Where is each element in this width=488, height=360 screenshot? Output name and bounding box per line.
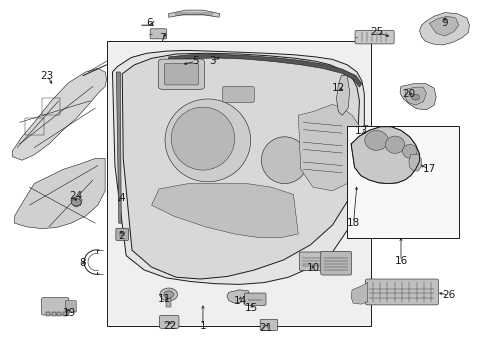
Ellipse shape	[171, 107, 234, 170]
Text: 24: 24	[69, 191, 82, 201]
Bar	[57, 312, 61, 316]
Polygon shape	[298, 104, 359, 191]
Text: 6: 6	[145, 18, 152, 28]
FancyBboxPatch shape	[150, 29, 166, 39]
Polygon shape	[122, 53, 359, 279]
FancyBboxPatch shape	[116, 228, 128, 240]
Bar	[52, 312, 56, 316]
Text: 12: 12	[331, 83, 345, 93]
Ellipse shape	[385, 136, 404, 153]
Circle shape	[411, 94, 419, 100]
Text: 21: 21	[258, 323, 272, 333]
Bar	[166, 298, 171, 307]
Polygon shape	[408, 154, 421, 171]
Bar	[62, 312, 66, 316]
Polygon shape	[350, 283, 367, 304]
Polygon shape	[336, 76, 349, 115]
Polygon shape	[428, 16, 458, 36]
Polygon shape	[350, 127, 419, 184]
FancyBboxPatch shape	[244, 293, 265, 305]
Circle shape	[71, 199, 81, 206]
Text: 3: 3	[209, 56, 216, 66]
Polygon shape	[168, 54, 361, 87]
Text: 11: 11	[158, 294, 171, 304]
Polygon shape	[116, 72, 121, 223]
FancyBboxPatch shape	[299, 252, 322, 270]
Text: 26: 26	[441, 290, 454, 300]
Text: 14: 14	[233, 296, 246, 306]
Polygon shape	[112, 50, 364, 284]
Text: 22: 22	[163, 321, 177, 331]
Polygon shape	[360, 125, 370, 140]
Polygon shape	[12, 68, 106, 160]
Circle shape	[163, 291, 173, 298]
FancyBboxPatch shape	[354, 30, 393, 44]
FancyBboxPatch shape	[41, 298, 69, 315]
Text: 10: 10	[306, 263, 319, 273]
Text: 13: 13	[354, 126, 368, 136]
FancyBboxPatch shape	[222, 86, 254, 103]
FancyBboxPatch shape	[260, 319, 277, 330]
FancyBboxPatch shape	[159, 315, 179, 328]
Text: 19: 19	[62, 308, 76, 318]
Polygon shape	[399, 84, 435, 110]
Text: 16: 16	[393, 256, 407, 266]
FancyBboxPatch shape	[320, 251, 351, 275]
FancyBboxPatch shape	[65, 301, 76, 312]
Polygon shape	[168, 10, 220, 17]
Bar	[41, 98, 60, 115]
Bar	[46, 312, 50, 316]
Text: 9: 9	[441, 18, 447, 28]
Polygon shape	[226, 290, 250, 303]
Ellipse shape	[364, 130, 387, 150]
Text: 4: 4	[118, 193, 124, 203]
Ellipse shape	[164, 99, 250, 182]
Ellipse shape	[402, 144, 416, 158]
Text: 17: 17	[422, 164, 435, 174]
Polygon shape	[151, 184, 298, 238]
Text: 1: 1	[199, 321, 206, 331]
Text: 2: 2	[118, 231, 124, 241]
Text: 25: 25	[369, 27, 383, 37]
Bar	[25, 118, 44, 135]
Text: 20: 20	[401, 89, 414, 99]
Bar	[346, 126, 458, 238]
FancyBboxPatch shape	[365, 279, 438, 305]
Circle shape	[160, 288, 177, 301]
Text: 15: 15	[244, 303, 258, 313]
FancyBboxPatch shape	[158, 59, 204, 89]
Text: 23: 23	[40, 71, 54, 81]
Polygon shape	[419, 13, 468, 45]
Text: 5: 5	[192, 56, 199, 66]
Polygon shape	[71, 196, 82, 207]
FancyBboxPatch shape	[164, 63, 198, 85]
Text: 18: 18	[346, 218, 360, 228]
Bar	[106, 41, 370, 326]
Text: 8: 8	[79, 258, 85, 268]
Polygon shape	[15, 158, 105, 229]
Text: 7: 7	[159, 33, 165, 43]
Polygon shape	[404, 87, 426, 105]
Ellipse shape	[261, 137, 307, 184]
